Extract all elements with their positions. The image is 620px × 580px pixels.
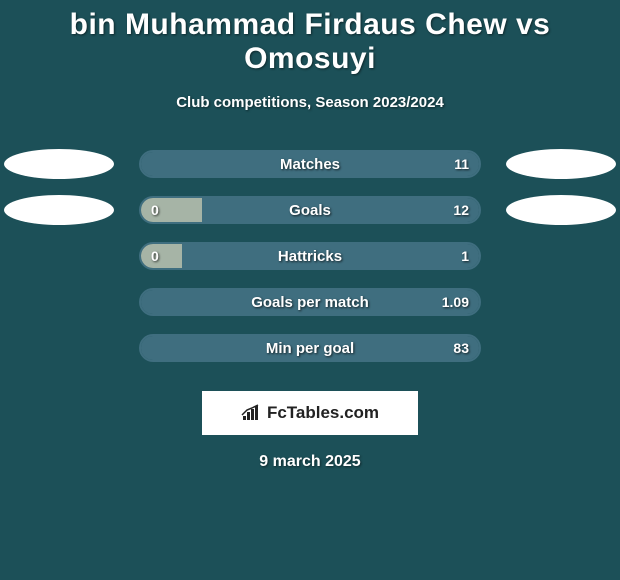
stat-label: Goals per match [141, 290, 479, 314]
stat-row: 01Hattricks [0, 233, 620, 279]
stat-bar: 11Matches [139, 150, 481, 178]
player-marker-right [506, 149, 616, 179]
card-subtitle: Club competitions, Season 2023/2024 [0, 94, 620, 111]
stat-bar: 83Min per goal [139, 334, 481, 362]
stat-row: 83Min per goal [0, 325, 620, 371]
stat-row: 012Goals [0, 187, 620, 233]
stat-bar: 012Goals [139, 196, 481, 224]
stat-label: Matches [141, 152, 479, 176]
stat-bar: 01Hattricks [139, 242, 481, 270]
player-marker-left [4, 195, 114, 225]
bar-chart-icon [241, 404, 263, 422]
logo-box: FcTables.com [202, 391, 418, 435]
player-marker-left [4, 149, 114, 179]
comparison-card: bin Muhammad Firdaus Chew vs Omosuyi Clu… [0, 0, 620, 580]
stat-label: Hattricks [141, 244, 479, 268]
player-marker-right [506, 195, 616, 225]
logo[interactable]: FcTables.com [241, 403, 379, 423]
stat-row: 1.09Goals per match [0, 279, 620, 325]
date-label: 9 march 2025 [0, 453, 620, 471]
stat-label: Goals [141, 198, 479, 222]
card-title: bin Muhammad Firdaus Chew vs Omosuyi [0, 0, 620, 76]
stat-bar: 1.09Goals per match [139, 288, 481, 316]
logo-text: FcTables.com [267, 403, 379, 423]
stat-row: 11Matches [0, 141, 620, 187]
chart-area: 11Matches 012Goals 01Hattricks 1.09Goals pe… [0, 141, 620, 371]
stat-label: Min per goal [141, 336, 479, 360]
